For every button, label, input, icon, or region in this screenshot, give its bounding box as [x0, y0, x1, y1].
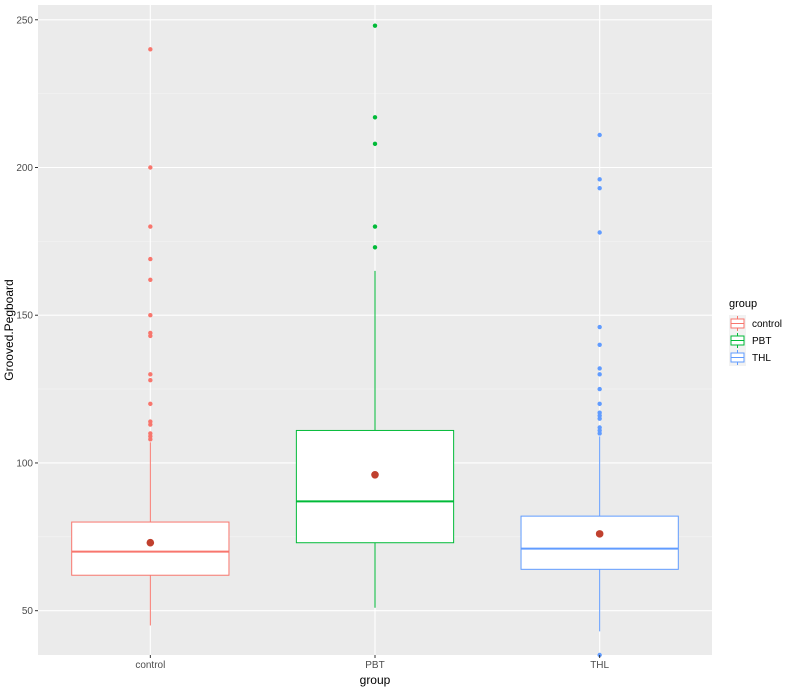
legend-item-PBT: PBT [729, 332, 771, 349]
legend-label: THL [752, 353, 771, 364]
box-THL [520, 132, 679, 658]
outlier-point [372, 141, 378, 147]
outlier-point [372, 245, 378, 250]
y-tick-label: 250 [16, 15, 33, 26]
legend-label: PBT [752, 336, 771, 347]
x-tick-label: THL [590, 660, 609, 671]
outlier-point [148, 378, 153, 383]
legend-item-THL: THL [729, 349, 771, 366]
outlier-point [148, 256, 153, 262]
box-iqr [295, 429, 455, 544]
box-iqr [520, 515, 679, 570]
y-tick-label: 100 [16, 458, 33, 469]
y-tick-label: 150 [16, 311, 33, 322]
outlier-point [597, 372, 602, 377]
x-tick-label: control [135, 660, 165, 671]
box-control [71, 47, 230, 626]
outlier-point [597, 132, 602, 138]
outlier-point [148, 313, 153, 318]
outlier-point [372, 23, 378, 28]
outlier-point [148, 437, 153, 442]
legend: group control PBT THL [729, 298, 782, 366]
outlier-point [148, 277, 153, 282]
outlier-point [597, 401, 602, 407]
outlier-point [148, 333, 153, 339]
outlier-point [597, 324, 602, 330]
outlier-point [372, 224, 378, 229]
outlier-point [597, 230, 602, 235]
x-axis-title: group [360, 673, 391, 687]
axis-layer: 50 100 150 200 250 control PBT THL [16, 15, 609, 671]
y-axis-title: Grooved.Pegboard [2, 279, 16, 380]
box-iqr [71, 521, 230, 576]
box-layer [71, 23, 679, 658]
outlier-point [148, 224, 153, 229]
legend-title: group [729, 298, 757, 310]
outlier-point [597, 416, 602, 421]
outlier-point [372, 115, 378, 120]
legend-label: control [752, 319, 782, 330]
outlier-point [148, 165, 153, 170]
y-tick-label: 200 [16, 163, 33, 174]
outlier-point [148, 422, 153, 427]
mean-point [371, 470, 379, 479]
outlier-point [597, 431, 602, 436]
outlier-point [148, 401, 153, 407]
outlier-point [148, 47, 153, 52]
mean-point [146, 538, 155, 547]
box-PBT [295, 23, 455, 608]
outlier-point [597, 177, 602, 182]
x-tick-label: PBT [365, 660, 384, 671]
outlier-point [597, 366, 602, 371]
outlier-point [148, 372, 153, 377]
mean-point [595, 530, 604, 538]
legend-item-control: control [729, 315, 782, 332]
outlier-point [597, 185, 602, 191]
outlier-point [597, 342, 602, 347]
y-tick-label: 50 [22, 606, 34, 617]
outlier-point [597, 386, 602, 392]
